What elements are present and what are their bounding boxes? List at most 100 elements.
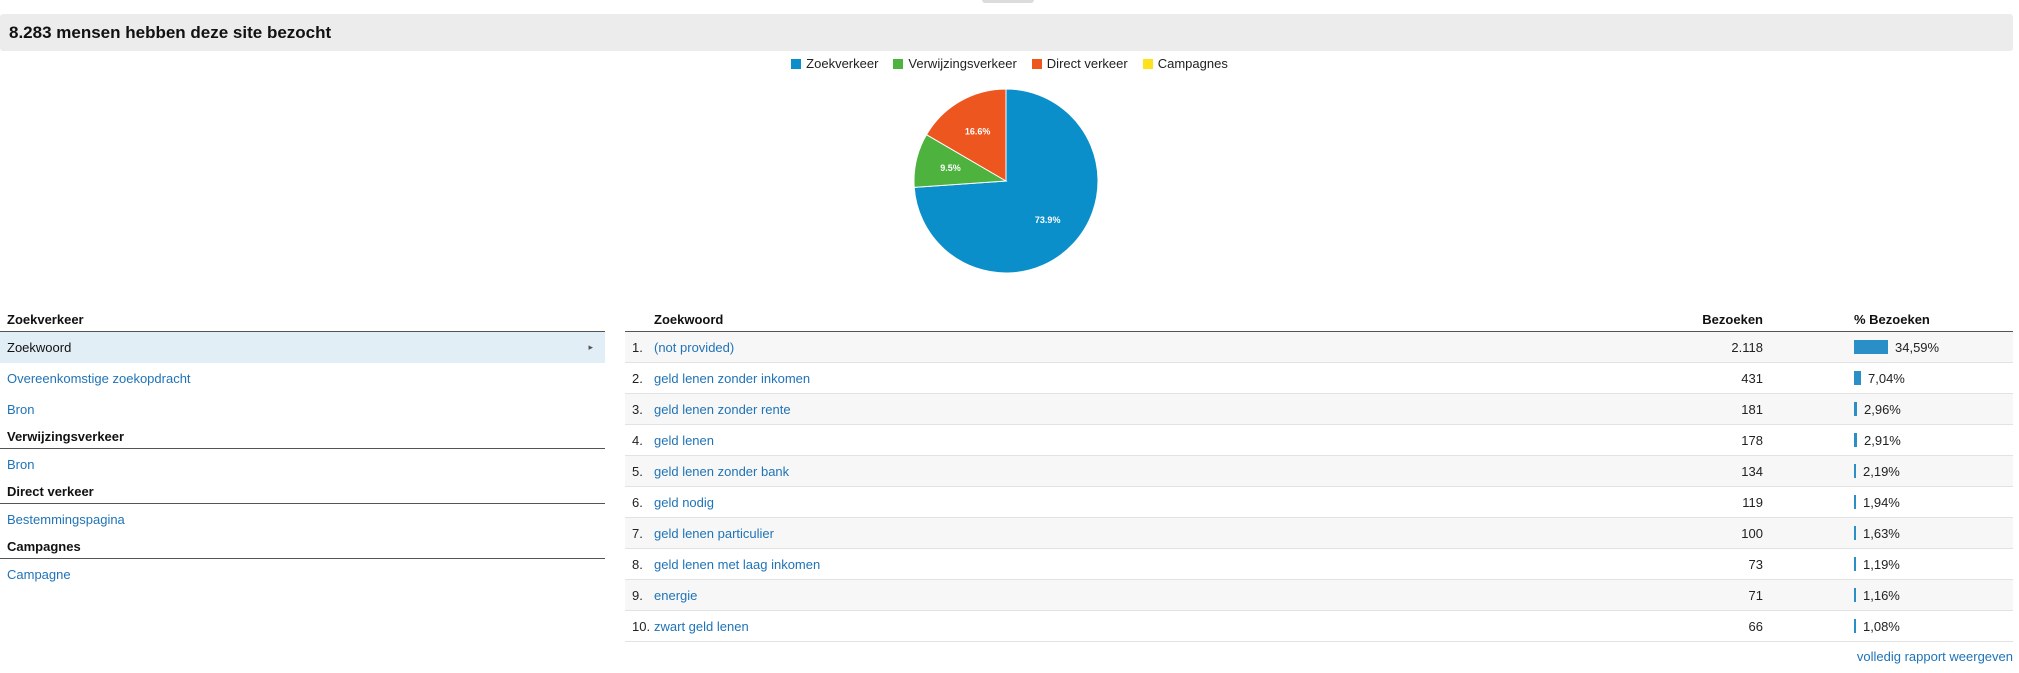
keyword-link[interactable]: geld lenen zonder bank xyxy=(654,463,790,479)
legend-item[interactable]: Direct verkeer xyxy=(1031,56,1128,71)
row-number: 6. xyxy=(632,494,643,510)
dimension-item-label: Bron xyxy=(7,457,35,472)
table-body: 1. (not provided) 2.118 34,59% 2. geld lenen … xyxy=(625,332,2013,642)
pct-visits-value: 1,08% xyxy=(1863,618,1900,634)
visits-value: 178 xyxy=(1741,432,1763,448)
share-bar xyxy=(1854,340,1888,354)
share-bar xyxy=(1854,433,1857,447)
pct-visits-value: 34,59% xyxy=(1895,339,1940,355)
legend-item[interactable]: Verwijzingsverkeer xyxy=(893,56,1017,71)
table-row: 3. geld lenen zonder rente 181 2,96% xyxy=(625,394,2013,425)
visits-value: 431 xyxy=(1741,370,1763,386)
row-number: 10. xyxy=(632,618,651,634)
pie-slice-label: 16.6% xyxy=(965,127,991,137)
pie-slice[interactable] xyxy=(925,88,1007,182)
legend-label: Campagnes xyxy=(1157,56,1228,71)
legend-swatch xyxy=(893,58,904,69)
chart-legend: Zoekverkeer Verwijzingsverkeer Direct verk… xyxy=(0,56,2019,71)
row-number: 3. xyxy=(632,401,643,417)
row-number: 4. xyxy=(632,432,643,448)
pct-visits-value: 2,19% xyxy=(1863,463,1900,479)
table-row: 6. geld nodig 119 1,94% xyxy=(625,487,2013,518)
visits-value: 134 xyxy=(1741,463,1763,479)
keyword-link[interactable]: geld lenen zonder rente xyxy=(654,401,791,417)
dimension-item[interactable]: Bestemmingspagina xyxy=(0,504,605,535)
header-keyword[interactable]: Zoekwoord xyxy=(654,312,724,327)
keyword-link[interactable]: geld lenen met laag inkomen xyxy=(654,556,821,572)
visits-value: 181 xyxy=(1741,401,1763,417)
legend-label: Verwijzingsverkeer xyxy=(908,56,1017,71)
page-title: 8.283 mensen hebben deze site bezocht xyxy=(9,22,332,42)
legend-item[interactable]: Zoekverkeer xyxy=(791,56,878,71)
legend-label: Direct verkeer xyxy=(1046,56,1128,71)
section-title: Campagnes xyxy=(0,535,605,559)
share-bar xyxy=(1854,402,1857,416)
pie-slice-label: 73.9% xyxy=(1035,215,1061,225)
legend-item[interactable]: Campagnes xyxy=(1142,56,1228,71)
visits-value: 100 xyxy=(1741,525,1763,541)
legend-swatch xyxy=(1142,58,1153,69)
dimension-item-label: Campagne xyxy=(7,567,71,582)
row-number: 8. xyxy=(632,556,643,572)
pct-visits-value: 7,04% xyxy=(1868,370,1905,386)
keyword-link[interactable]: (not provided) xyxy=(654,339,735,355)
traffic-pie-chart: 73.9% 9.5% 16.6% xyxy=(913,88,1099,274)
visits-value: 71 xyxy=(1748,587,1763,603)
dimension-item-label: Overeenkomstige zoekopdracht xyxy=(7,371,191,386)
table-row: 2. geld lenen zonder inkomen 431 7,04% xyxy=(625,363,2013,394)
table-header: Zoekwoord Bezoeken % Bezoeken xyxy=(625,308,2013,332)
dimension-item[interactable]: Campagne xyxy=(0,559,605,590)
pct-visits-value: 1,63% xyxy=(1863,525,1900,541)
legend-label: Zoekverkeer xyxy=(806,56,879,71)
visits-value: 2.118 xyxy=(1731,339,1763,355)
pct-visits-value: 1,16% xyxy=(1863,587,1900,603)
legend-swatch xyxy=(1031,58,1042,69)
row-number: 7. xyxy=(632,525,643,541)
dimension-item[interactable]: Bron xyxy=(0,394,605,425)
table-row: 7. geld lenen particulier 100 1,63% xyxy=(625,518,2013,549)
dimension-item-label: Bron xyxy=(7,402,35,417)
dimension-item[interactable]: Overeenkomstige zoekopdracht xyxy=(0,363,605,394)
table-row: 1. (not provided) 2.118 34,59% xyxy=(625,332,2013,363)
dimension-item[interactable]: Zoekwoord ▸ xyxy=(0,332,605,363)
keyword-link[interactable]: geld lenen particulier xyxy=(654,525,774,541)
chevron-right-icon: ▸ xyxy=(588,342,593,352)
dimension-panel: Zoekverkeer Zoekwoord ▸ Overeenkomstige zoe… xyxy=(0,308,605,590)
full-report-link[interactable]: volledig rapport weergeven xyxy=(1856,649,2013,664)
share-bar xyxy=(1854,371,1861,385)
row-number: 5. xyxy=(632,463,643,479)
summary-header: 8.283 mensen hebben deze site bezocht xyxy=(0,14,2013,51)
legend-swatch xyxy=(791,58,802,69)
keyword-link[interactable]: geld nodig xyxy=(654,494,714,510)
table-row: 8. geld lenen met laag inkomen 73 1,19% xyxy=(625,549,2013,580)
dimension-item[interactable]: Bron xyxy=(0,449,605,480)
share-bar xyxy=(1854,557,1856,571)
section-title: Verwijzingsverkeer xyxy=(0,425,605,449)
pct-visits-value: 1,19% xyxy=(1863,556,1900,572)
share-bar xyxy=(1854,526,1856,540)
row-number: 9. xyxy=(632,587,643,603)
visits-value: 119 xyxy=(1742,494,1763,510)
keyword-link[interactable]: zwart geld lenen xyxy=(654,618,749,634)
keyword-link[interactable]: geld lenen zonder inkomen xyxy=(654,370,811,386)
table-row: 9. energie 71 1,16% xyxy=(625,580,2013,611)
dimension-item-label: Zoekwoord xyxy=(7,340,72,355)
table-row: 4. geld lenen 178 2,91% xyxy=(625,425,2013,456)
section-title: Direct verkeer xyxy=(0,480,605,504)
header-visits[interactable]: Bezoeken xyxy=(1702,312,1763,327)
row-number: 2. xyxy=(632,370,643,386)
pct-visits-value: 2,91% xyxy=(1864,432,1901,448)
keyword-link[interactable]: geld lenen xyxy=(654,432,714,448)
row-number: 1. xyxy=(632,339,643,355)
pct-visits-value: 2,96% xyxy=(1864,401,1901,417)
share-bar xyxy=(1854,588,1856,602)
keyword-table: Zoekwoord Bezoeken % Bezoeken 1. (not pro… xyxy=(625,308,2013,642)
keyword-link[interactable]: energie xyxy=(654,587,698,603)
top-drag-handle[interactable] xyxy=(982,0,1034,3)
table-row: 5. geld lenen zonder bank 134 2,19% xyxy=(625,456,2013,487)
section-title: Zoekverkeer xyxy=(0,308,605,332)
share-bar xyxy=(1854,619,1856,633)
share-bar xyxy=(1854,495,1856,509)
header-pct-visits[interactable]: % Bezoeken xyxy=(1854,312,1930,327)
table-row: 10. zwart geld lenen 66 1,08% xyxy=(625,611,2013,642)
